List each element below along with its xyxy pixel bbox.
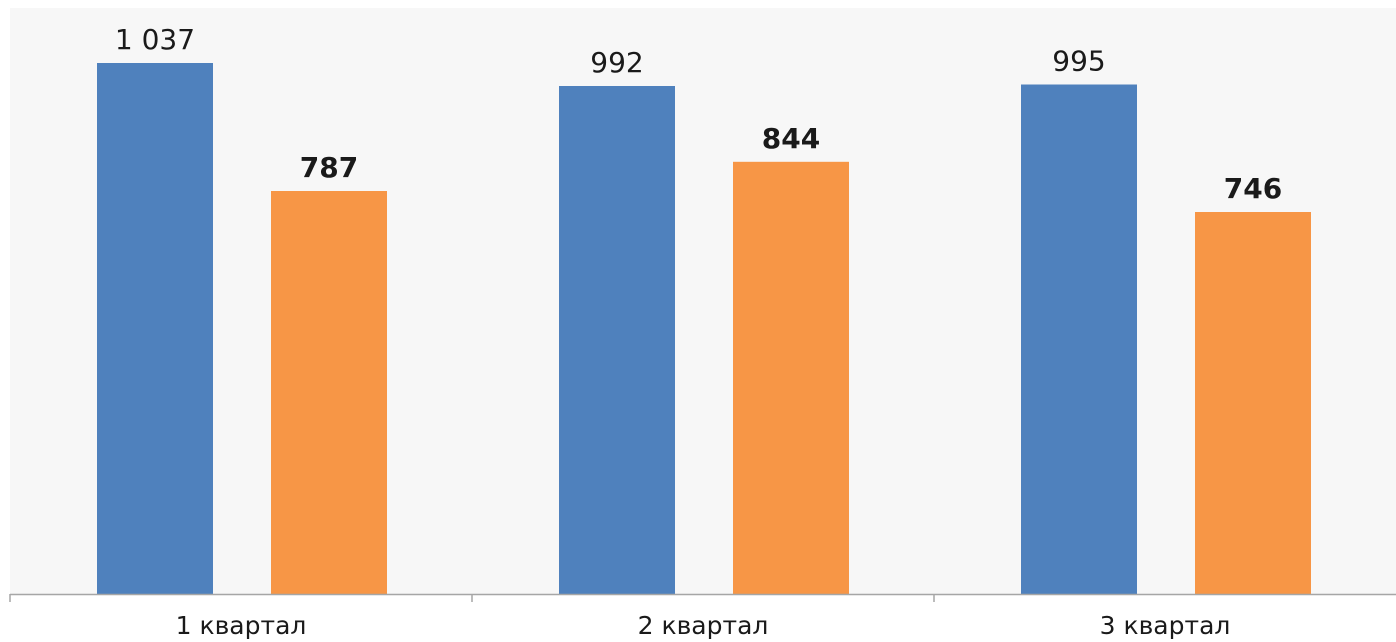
bars-layer [97,63,1311,595]
data-label: 995 [1052,45,1105,78]
bar [1195,212,1311,594]
bar [97,63,213,594]
data-label: 992 [590,46,643,79]
x-tick-label: 2 квартал [638,611,769,640]
data-label: 844 [762,122,820,155]
bar [733,161,849,595]
bar [559,86,675,594]
data-label: 787 [300,151,358,184]
bar [1021,84,1137,594]
x-axis: 1 квартал 2 квартал 3 квартал [9,593,1396,640]
plot-area-background [10,8,1396,594]
value-labels-layer: 1 037 787 992 844 995 746 [115,23,1282,205]
x-tick-label: 1 квартал [176,611,307,640]
data-label: 746 [1224,172,1282,205]
x-tick-label: 3 квартал [1100,611,1231,640]
bar [271,191,387,594]
data-label: 1 037 [115,23,195,56]
